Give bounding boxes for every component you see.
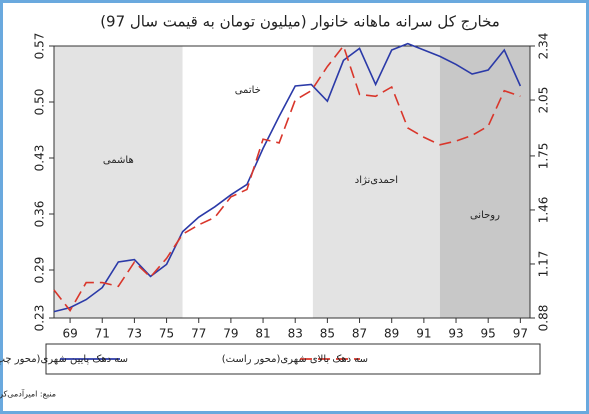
x-tick-label: 97 <box>513 327 528 341</box>
x-tick-label: 85 <box>320 327 335 341</box>
period-band <box>312 46 440 318</box>
y2-tick-label: 0.88 <box>537 305 551 332</box>
x-tick-label: 83 <box>288 327 303 341</box>
y2-tick-label: 2.34 <box>537 33 551 60</box>
chart-title: مخارج کل سرانه ماهانه خانوار (میلیون توم… <box>100 13 500 32</box>
x-tick-label: 91 <box>416 327 431 341</box>
x-tick-label: 71 <box>95 327 110 341</box>
x-tick-label: 87 <box>352 327 367 341</box>
y-tick-label: 0.43 <box>33 145 47 172</box>
y2-tick-label: 1.75 <box>537 143 551 170</box>
y-tick-label: 0.23 <box>33 305 47 332</box>
x-tick-label: 69 <box>62 327 77 341</box>
y-tick-label: 0.29 <box>33 257 47 284</box>
y-tick-label: 0.50 <box>33 89 47 116</box>
x-tick-label: 75 <box>159 327 174 341</box>
y-tick-label: 0.36 <box>33 201 47 228</box>
plot <box>54 46 530 318</box>
period-label: هاشمی <box>103 155 134 166</box>
x-tick-label: 79 <box>223 327 238 341</box>
y2-tick-label: 2.05 <box>537 87 551 114</box>
y-tick-label: 0.57 <box>33 33 47 60</box>
source-note: منبع: امیرآدمی‌کرمانی بر اساس داده‌های ب… <box>0 389 56 399</box>
period-label: روحانی <box>470 210 500 221</box>
x-tick-label: 93 <box>448 327 463 341</box>
period-label: خاتمی <box>235 85 261 96</box>
series-line <box>53 42 522 313</box>
period-band <box>439 46 530 318</box>
x-tick-label: 73 <box>127 327 142 341</box>
x-tick-label: 81 <box>255 327 270 341</box>
period-label: احمدی‌نژاد <box>355 175 398 186</box>
y2-tick-label: 1.17 <box>537 251 551 278</box>
plot-border <box>53 45 531 319</box>
x-tick-label: 77 <box>191 327 206 341</box>
period-band <box>54 46 183 318</box>
x-tick-label: 89 <box>384 327 399 341</box>
legend-label: سه دهک پایین شهری(محور چپ) <box>0 354 128 365</box>
series-line <box>53 44 521 312</box>
x-tick-label: 95 <box>481 327 496 341</box>
y2-tick-label: 1.46 <box>537 197 551 224</box>
legend <box>45 343 541 375</box>
legend-label: سه دهک بالای شهری(محور راست) <box>222 354 368 365</box>
